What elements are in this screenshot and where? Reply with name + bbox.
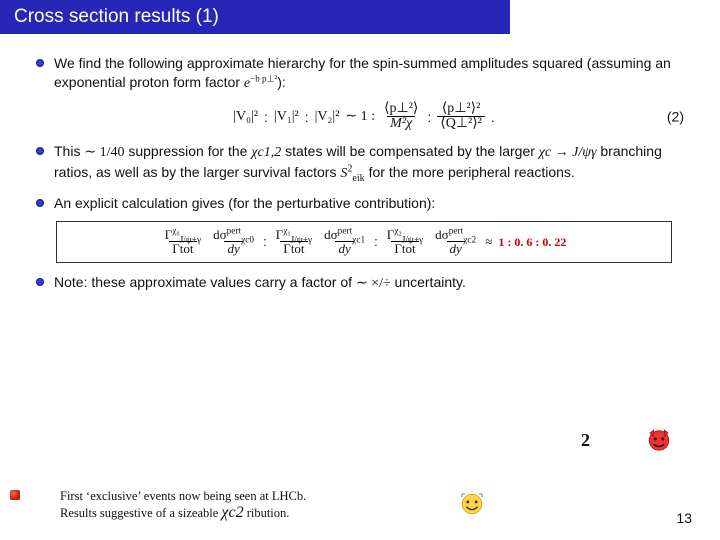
rx2: χc2 [463, 235, 476, 245]
footnote: First ‘exclusive’ events now being seen … [60, 489, 306, 522]
b2-m2: states will be compensated by the larger [281, 143, 539, 159]
rp0: pert [227, 227, 242, 237]
bullet-icon [36, 59, 44, 67]
rd1: Γtot [280, 241, 307, 256]
bullet-icon [36, 147, 44, 155]
eq2-f1n: ⟨p⊥²⟩ [381, 102, 421, 117]
b1-exp-sup: −b p⊥² [250, 73, 277, 83]
b2-m1: suppression for the [124, 143, 251, 159]
eq2-v0: |V₀|² [233, 108, 258, 127]
bullet-icon [36, 199, 44, 207]
page-number: 13 [676, 510, 692, 526]
b4-fac: ∼ ×/÷ [356, 276, 391, 291]
eq2-f2d: ⟨Q⊥²⟩² [437, 116, 485, 132]
rx0: χc0 [241, 235, 254, 245]
rd2: Γtot [391, 241, 418, 256]
footnote-line1: First ‘exclusive’ events now being seen … [60, 489, 306, 504]
b2-decay: χc → J/ψγ [539, 145, 597, 160]
devil-smiley-icon [644, 424, 674, 454]
rx1: χc1 [352, 235, 365, 245]
rds1: dσ [324, 227, 338, 242]
rd0: Γtot [169, 241, 196, 256]
fn-l2a: Results suggestive of a sizeable [60, 506, 221, 520]
rds0: dσ [213, 227, 227, 242]
eq2-f2n: ⟨p⊥²⟩² [439, 102, 484, 117]
eq2-period: . [491, 108, 495, 127]
b1-pre: We find the following approximate hierar… [54, 55, 671, 90]
rs0: χ₀ [172, 227, 179, 237]
r-values: 1 : 0. 6 : 0. 22 [498, 234, 566, 250]
bullet-2: This ∼ 1/40 suppression for the χc1,2 st… [36, 142, 692, 184]
rs1: χ₁ [283, 227, 290, 237]
b4-post: uncertainty. [395, 274, 466, 290]
slide-title-bar: Cross section results (1) [0, 0, 510, 34]
b4-pre: Note: these approximate values carry a f… [54, 274, 356, 290]
fn-chi: χc2 [221, 504, 243, 521]
rdy1: dy [335, 241, 353, 256]
equation-2: |V₀|² : |V₁|² : |V₂|² ∼ 1 : ⟨p⊥²⟩ M²χ : … [36, 102, 692, 132]
bullet-1: We find the following approximate hierar… [36, 54, 692, 94]
b2-surv-sub: eik [352, 173, 364, 184]
b1-post: ): [277, 74, 286, 90]
rp1: pert [338, 227, 353, 237]
eq2-v2: |V₂|² [315, 108, 340, 127]
footnote-line2: Results suggestive of a sizeable χc2 rib… [60, 504, 306, 522]
rp2: pert [449, 227, 464, 237]
eq2-colon: : [427, 108, 431, 127]
footnote-bullet-icon [10, 490, 20, 500]
r-approx: ≈ [485, 233, 492, 251]
big-2-overlay: 2 [581, 430, 590, 451]
b2-supp: ∼ 1/40 [84, 145, 124, 160]
ratio-equation-box: Γχ₀J/ψ+γ Γtot dσpertχc0 dy : Γχ₁J/ψ+γ Γt… [56, 221, 672, 263]
b2-state: χc1,2 [251, 145, 281, 160]
bullet-3: An explicit calculation gives (for the p… [36, 194, 692, 213]
eq2-number: (2) [667, 108, 684, 127]
bullet-3-text: An explicit calculation gives (for the p… [54, 194, 692, 213]
rds2: dσ [435, 227, 449, 242]
slide-content: We find the following approximate hierar… [0, 34, 720, 294]
eq2-f1d: M²χ [387, 116, 415, 132]
b2-pre: This [54, 143, 84, 159]
happy-smiley-icon [458, 490, 486, 518]
slide-title: Cross section results (1) [14, 6, 219, 27]
rdy2: dy [447, 241, 465, 256]
bullet-2-text: This ∼ 1/40 suppression for the χc1,2 st… [54, 142, 692, 184]
rdy0: dy [224, 241, 242, 256]
fn-l2b: ribution. [247, 506, 290, 520]
bullet-4: Note: these approximate values carry a f… [36, 273, 692, 294]
bullet-1-text: We find the following approximate hierar… [54, 54, 692, 94]
b2-post: for the more peripheral reactions. [365, 164, 575, 180]
bullet-4-text: Note: these approximate values carry a f… [54, 273, 692, 294]
rs2: χ₂ [394, 227, 401, 237]
bullet-icon [36, 278, 44, 286]
eq2-v1: |V₁|² [274, 108, 299, 127]
eq2-sim1: ∼ 1 : [345, 108, 375, 127]
